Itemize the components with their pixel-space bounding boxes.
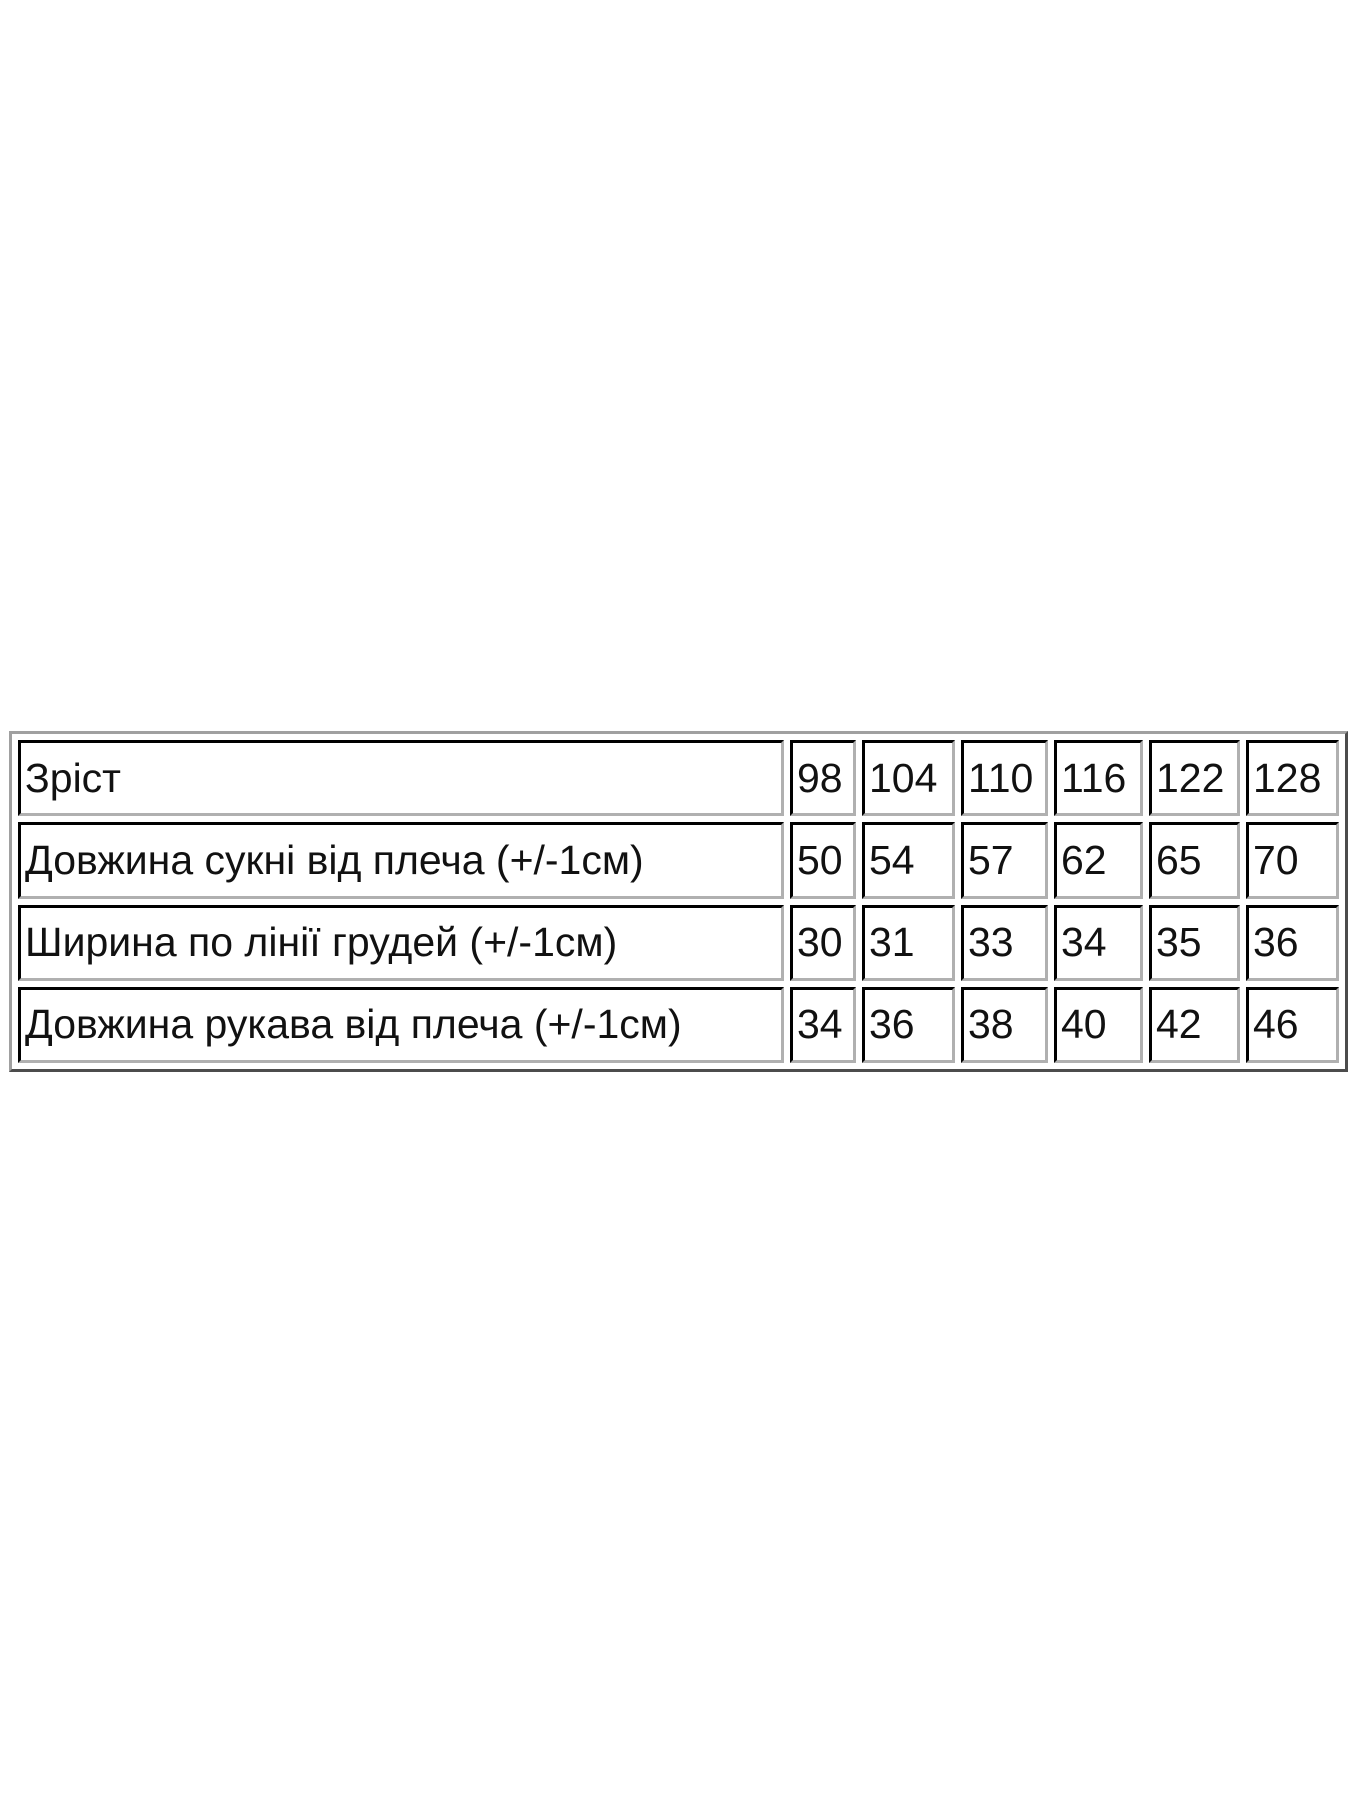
table-cell: 33: [961, 904, 1048, 981]
table-cell: 104: [862, 740, 955, 817]
table-cell: 35: [1149, 904, 1240, 981]
table-row: Ширина по лінії грудей (+/-1см) 30 31 33 34 3…: [18, 904, 1339, 981]
table-cell: 128: [1246, 740, 1339, 817]
table-row: Зріст 98 104 110 116 122 128: [18, 740, 1339, 817]
table-cell: 65: [1149, 822, 1240, 899]
row-label: Зріст: [18, 740, 784, 817]
table-row: Довжина сукні від плеча (+/-1см) 50 54 57 62…: [18, 822, 1339, 899]
table-cell: 42: [1149, 986, 1240, 1063]
table-cell: 62: [1054, 822, 1143, 899]
table-cell: 34: [1054, 904, 1143, 981]
table-cell: 40: [1054, 986, 1143, 1063]
table-cell: 46: [1246, 986, 1339, 1063]
table-cell: 36: [862, 986, 955, 1063]
table-cell: 122: [1149, 740, 1240, 817]
table-cell: 36: [1246, 904, 1339, 981]
size-table: Зріст 98 104 110 116 122 128 Довжина сукні від …: [9, 731, 1348, 1072]
table-cell: 34: [790, 986, 856, 1063]
table-cell: 54: [862, 822, 955, 899]
table-cell: 31: [862, 904, 955, 981]
table-cell: 98: [790, 740, 856, 817]
table-cell: 57: [961, 822, 1048, 899]
table-cell: 116: [1054, 740, 1143, 817]
table-row: Довжина рукава від плеча (+/-1см) 34 36 38 4…: [18, 986, 1339, 1063]
row-label: Ширина по лінії грудей (+/-1см): [18, 904, 784, 981]
table-cell: 110: [961, 740, 1048, 817]
table-cell: 30: [790, 904, 856, 981]
row-label: Довжина рукава від плеча (+/-1см): [18, 986, 784, 1063]
table-cell: 50: [790, 822, 856, 899]
row-label: Довжина сукні від плеча (+/-1см): [18, 822, 784, 899]
table-cell: 38: [961, 986, 1048, 1063]
table-cell: 70: [1246, 822, 1339, 899]
